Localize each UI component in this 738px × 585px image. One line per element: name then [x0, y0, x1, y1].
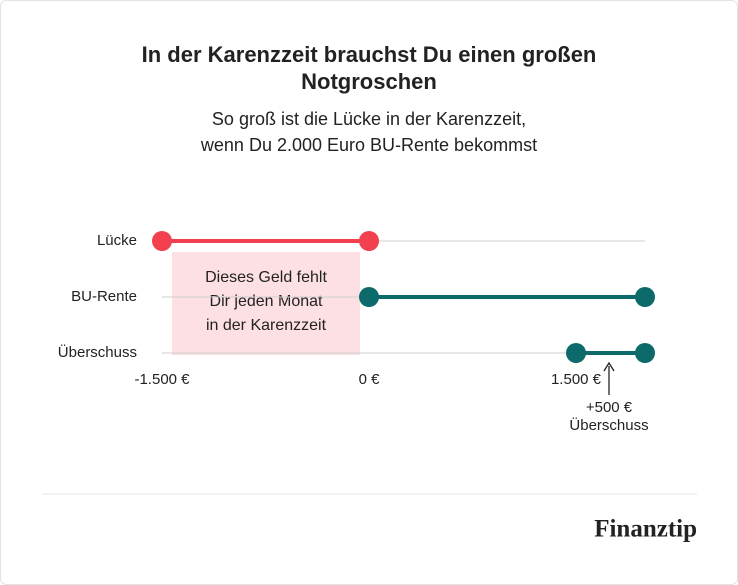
x-tick-label: 1.500 € — [551, 371, 602, 388]
category-label: Lücke — [97, 232, 137, 249]
annotation-arrow-head — [603, 361, 615, 372]
category-label: BU-Rente — [71, 288, 137, 305]
end-dot — [635, 287, 655, 307]
chart-title: Notgroschen — [301, 69, 437, 94]
annotation-text: Dieses Geld fehlt — [205, 269, 327, 286]
category-label: Überschuss — [58, 343, 137, 361]
end-dot — [359, 231, 379, 251]
annotation-text: Überschuss — [569, 416, 648, 434]
chart-title: In der Karenzzeit brauchst Du einen groß… — [142, 42, 597, 67]
annotation-text: in der Karenzzeit — [206, 317, 327, 334]
annotation-text: Dir jeden Monat — [210, 293, 324, 310]
chart-subtitle: wenn Du 2.000 Euro BU-Rente bekommst — [200, 135, 537, 155]
annotation-box — [172, 252, 360, 355]
x-tick-label: 0 € — [359, 371, 381, 388]
logo: Finanztip — [594, 516, 697, 543]
start-dot — [359, 287, 379, 307]
chart-subtitle: So groß ist die Lücke in der Karenzzeit, — [212, 109, 526, 129]
x-tick-label: -1.500 € — [134, 371, 190, 388]
end-dot — [635, 343, 655, 363]
start-dot — [566, 343, 586, 363]
start-dot — [152, 231, 172, 251]
annotation-text: +500 € — [586, 399, 633, 416]
